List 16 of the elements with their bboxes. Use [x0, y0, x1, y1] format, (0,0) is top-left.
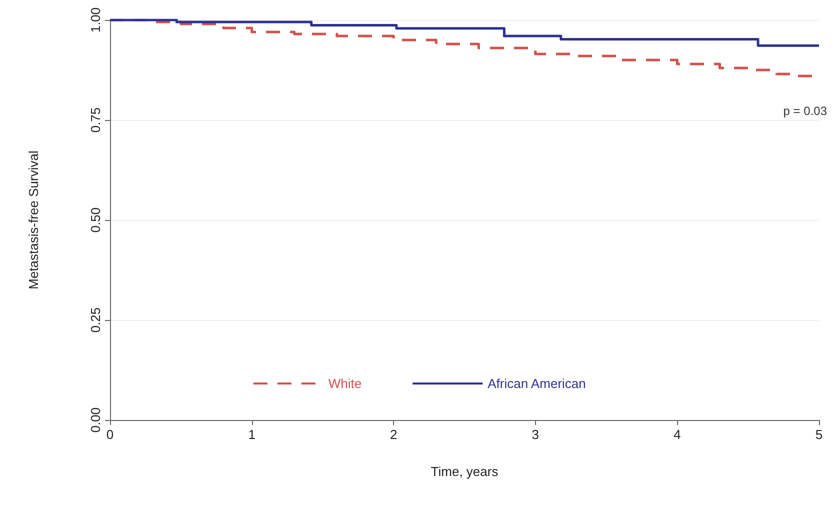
x-axis-title: Time, years: [430, 464, 499, 479]
y-tick-label: 0.25: [88, 307, 103, 333]
y-tick-label: 0.75: [88, 107, 103, 133]
y-tick-label: 0.50: [88, 207, 103, 233]
annotation: p = 0.03: [783, 104, 828, 118]
x-tick-label: 2: [390, 427, 398, 442]
text: African American: [488, 376, 586, 391]
x-tick-label: 5: [815, 427, 823, 442]
x-tick-label: 3: [532, 427, 540, 442]
x-tick-label: 4: [674, 427, 681, 442]
y-tick-label: 1.00: [88, 7, 103, 33]
text: White: [328, 376, 362, 391]
x-tick-label: 1: [248, 427, 256, 442]
x-tick-label: 0: [106, 427, 114, 442]
y-tick-label: 0.00: [88, 407, 103, 433]
y-axis-title: Metastasis-free Survival: [26, 150, 41, 290]
